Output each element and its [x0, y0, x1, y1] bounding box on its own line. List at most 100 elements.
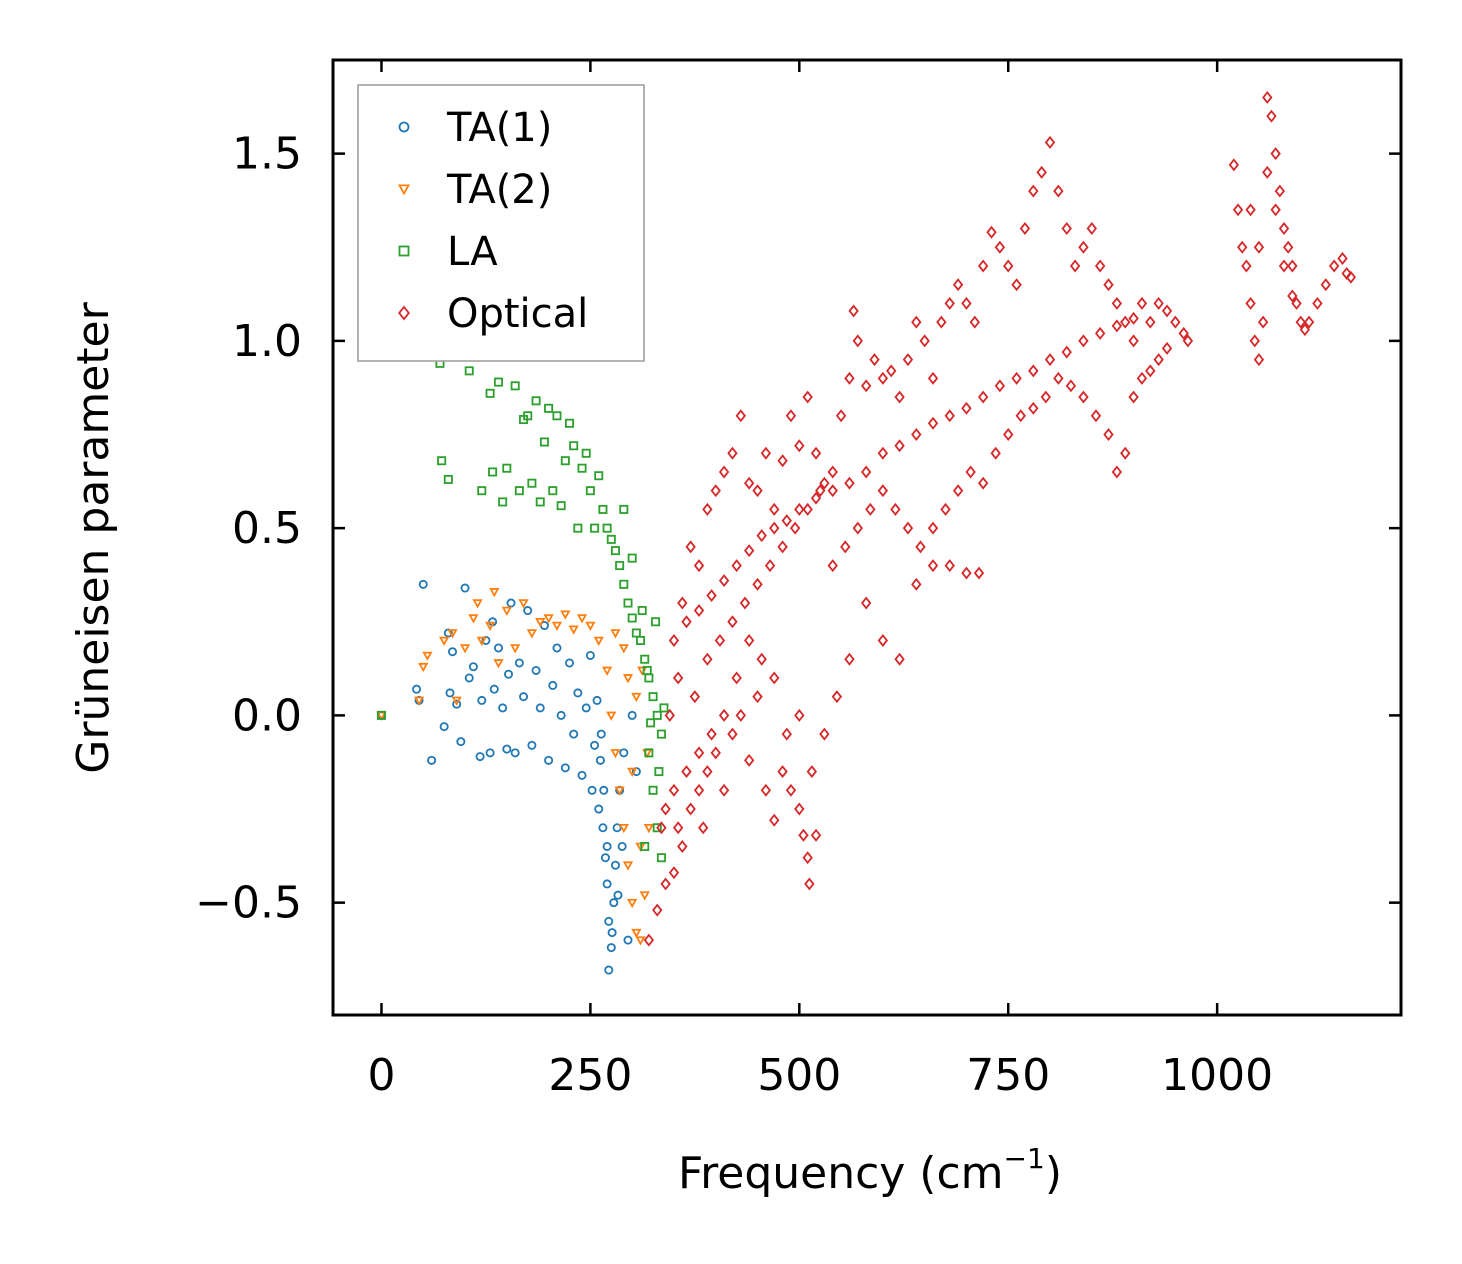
data-point [681, 765, 692, 779]
data-point [810, 491, 822, 505]
data-point [702, 502, 713, 516]
data-point [551, 621, 563, 631]
data-point [672, 821, 684, 835]
y-axis-label: Grüneisen parameter [68, 301, 119, 773]
data-point [598, 823, 608, 833]
data-point [1090, 409, 1102, 423]
data-point [668, 783, 680, 797]
data-point [894, 439, 905, 453]
data-point [1111, 465, 1123, 479]
data-point [743, 476, 755, 490]
data-point [627, 898, 638, 909]
data-point [844, 476, 855, 490]
x-tick-label: 1000 [1161, 1050, 1273, 1101]
data-point [827, 559, 838, 573]
data-point [652, 903, 663, 917]
data-point [1253, 353, 1265, 367]
data-point [618, 823, 629, 834]
data-point [560, 610, 571, 620]
data-point [577, 770, 587, 780]
x-tick-label: 750 [966, 1050, 1050, 1101]
data-point [1136, 296, 1148, 310]
data-point [806, 765, 818, 779]
x-tick-label: 0 [367, 1050, 395, 1101]
series-ta-1- [376, 579, 641, 975]
data-point [794, 439, 805, 453]
data-point [627, 553, 637, 563]
y-tick-label: 1.5 [232, 129, 302, 180]
data-point [1249, 334, 1260, 348]
data-point [544, 403, 554, 413]
data-point [451, 696, 462, 706]
data-point [651, 617, 661, 627]
data-point [1253, 240, 1265, 254]
data-point [659, 703, 669, 713]
data-point [413, 696, 425, 706]
data-point [627, 613, 637, 623]
data-point [1262, 90, 1273, 104]
data-point [810, 828, 822, 842]
data-point [844, 652, 855, 666]
data-point [1278, 222, 1290, 236]
data-point [610, 860, 620, 870]
data-point [848, 304, 859, 318]
data-point [660, 877, 671, 891]
data-point [623, 935, 633, 945]
data-point [1245, 296, 1256, 310]
data-point [576, 614, 588, 624]
data-point [552, 411, 562, 421]
data-point [911, 577, 922, 591]
data-point [643, 933, 655, 947]
data-point [777, 765, 788, 779]
data-point [994, 240, 1006, 254]
data-point [631, 692, 642, 703]
data-point [642, 665, 652, 675]
data-point [610, 629, 621, 639]
data-point [652, 823, 662, 833]
data-point [727, 446, 738, 460]
data-point [1011, 278, 1022, 292]
data-point [739, 596, 751, 610]
data-point [1061, 222, 1072, 236]
data-point [1053, 184, 1064, 198]
data-point [1299, 323, 1311, 337]
data-point [560, 763, 570, 773]
data-point [477, 695, 487, 705]
data-point [594, 804, 604, 814]
y-tick-label: −0.5 [195, 878, 302, 929]
data-point [609, 898, 619, 908]
data-point [535, 497, 545, 507]
data-point [760, 446, 772, 460]
data-point [815, 484, 826, 498]
data-point [944, 409, 955, 423]
data-point [1040, 390, 1052, 404]
plot-frame [331, 58, 1403, 1017]
data-point [606, 534, 616, 544]
data-point [752, 484, 763, 498]
data-point [601, 666, 613, 676]
data-point [1287, 259, 1298, 273]
data-point [1103, 278, 1114, 292]
data-point [1145, 364, 1156, 378]
data-point [890, 502, 901, 516]
data-point [485, 748, 495, 758]
data-point [1262, 165, 1273, 179]
data-point [484, 621, 496, 631]
data-point [1328, 259, 1340, 273]
data-point [802, 390, 813, 404]
data-point [1078, 390, 1089, 404]
data-point [623, 598, 633, 608]
data-point [636, 635, 646, 645]
data-point [1111, 319, 1123, 333]
data-point [718, 465, 730, 479]
data-point [1094, 259, 1106, 273]
data-point [1270, 203, 1281, 217]
x-axis-label: Frequency (cm−1) [678, 1142, 1062, 1199]
data-point [643, 823, 655, 834]
data-point [1178, 326, 1189, 340]
data-point [894, 652, 905, 666]
data-point [1053, 371, 1064, 385]
data-point [794, 708, 805, 722]
data-point [1078, 334, 1089, 348]
data-point [544, 755, 554, 765]
